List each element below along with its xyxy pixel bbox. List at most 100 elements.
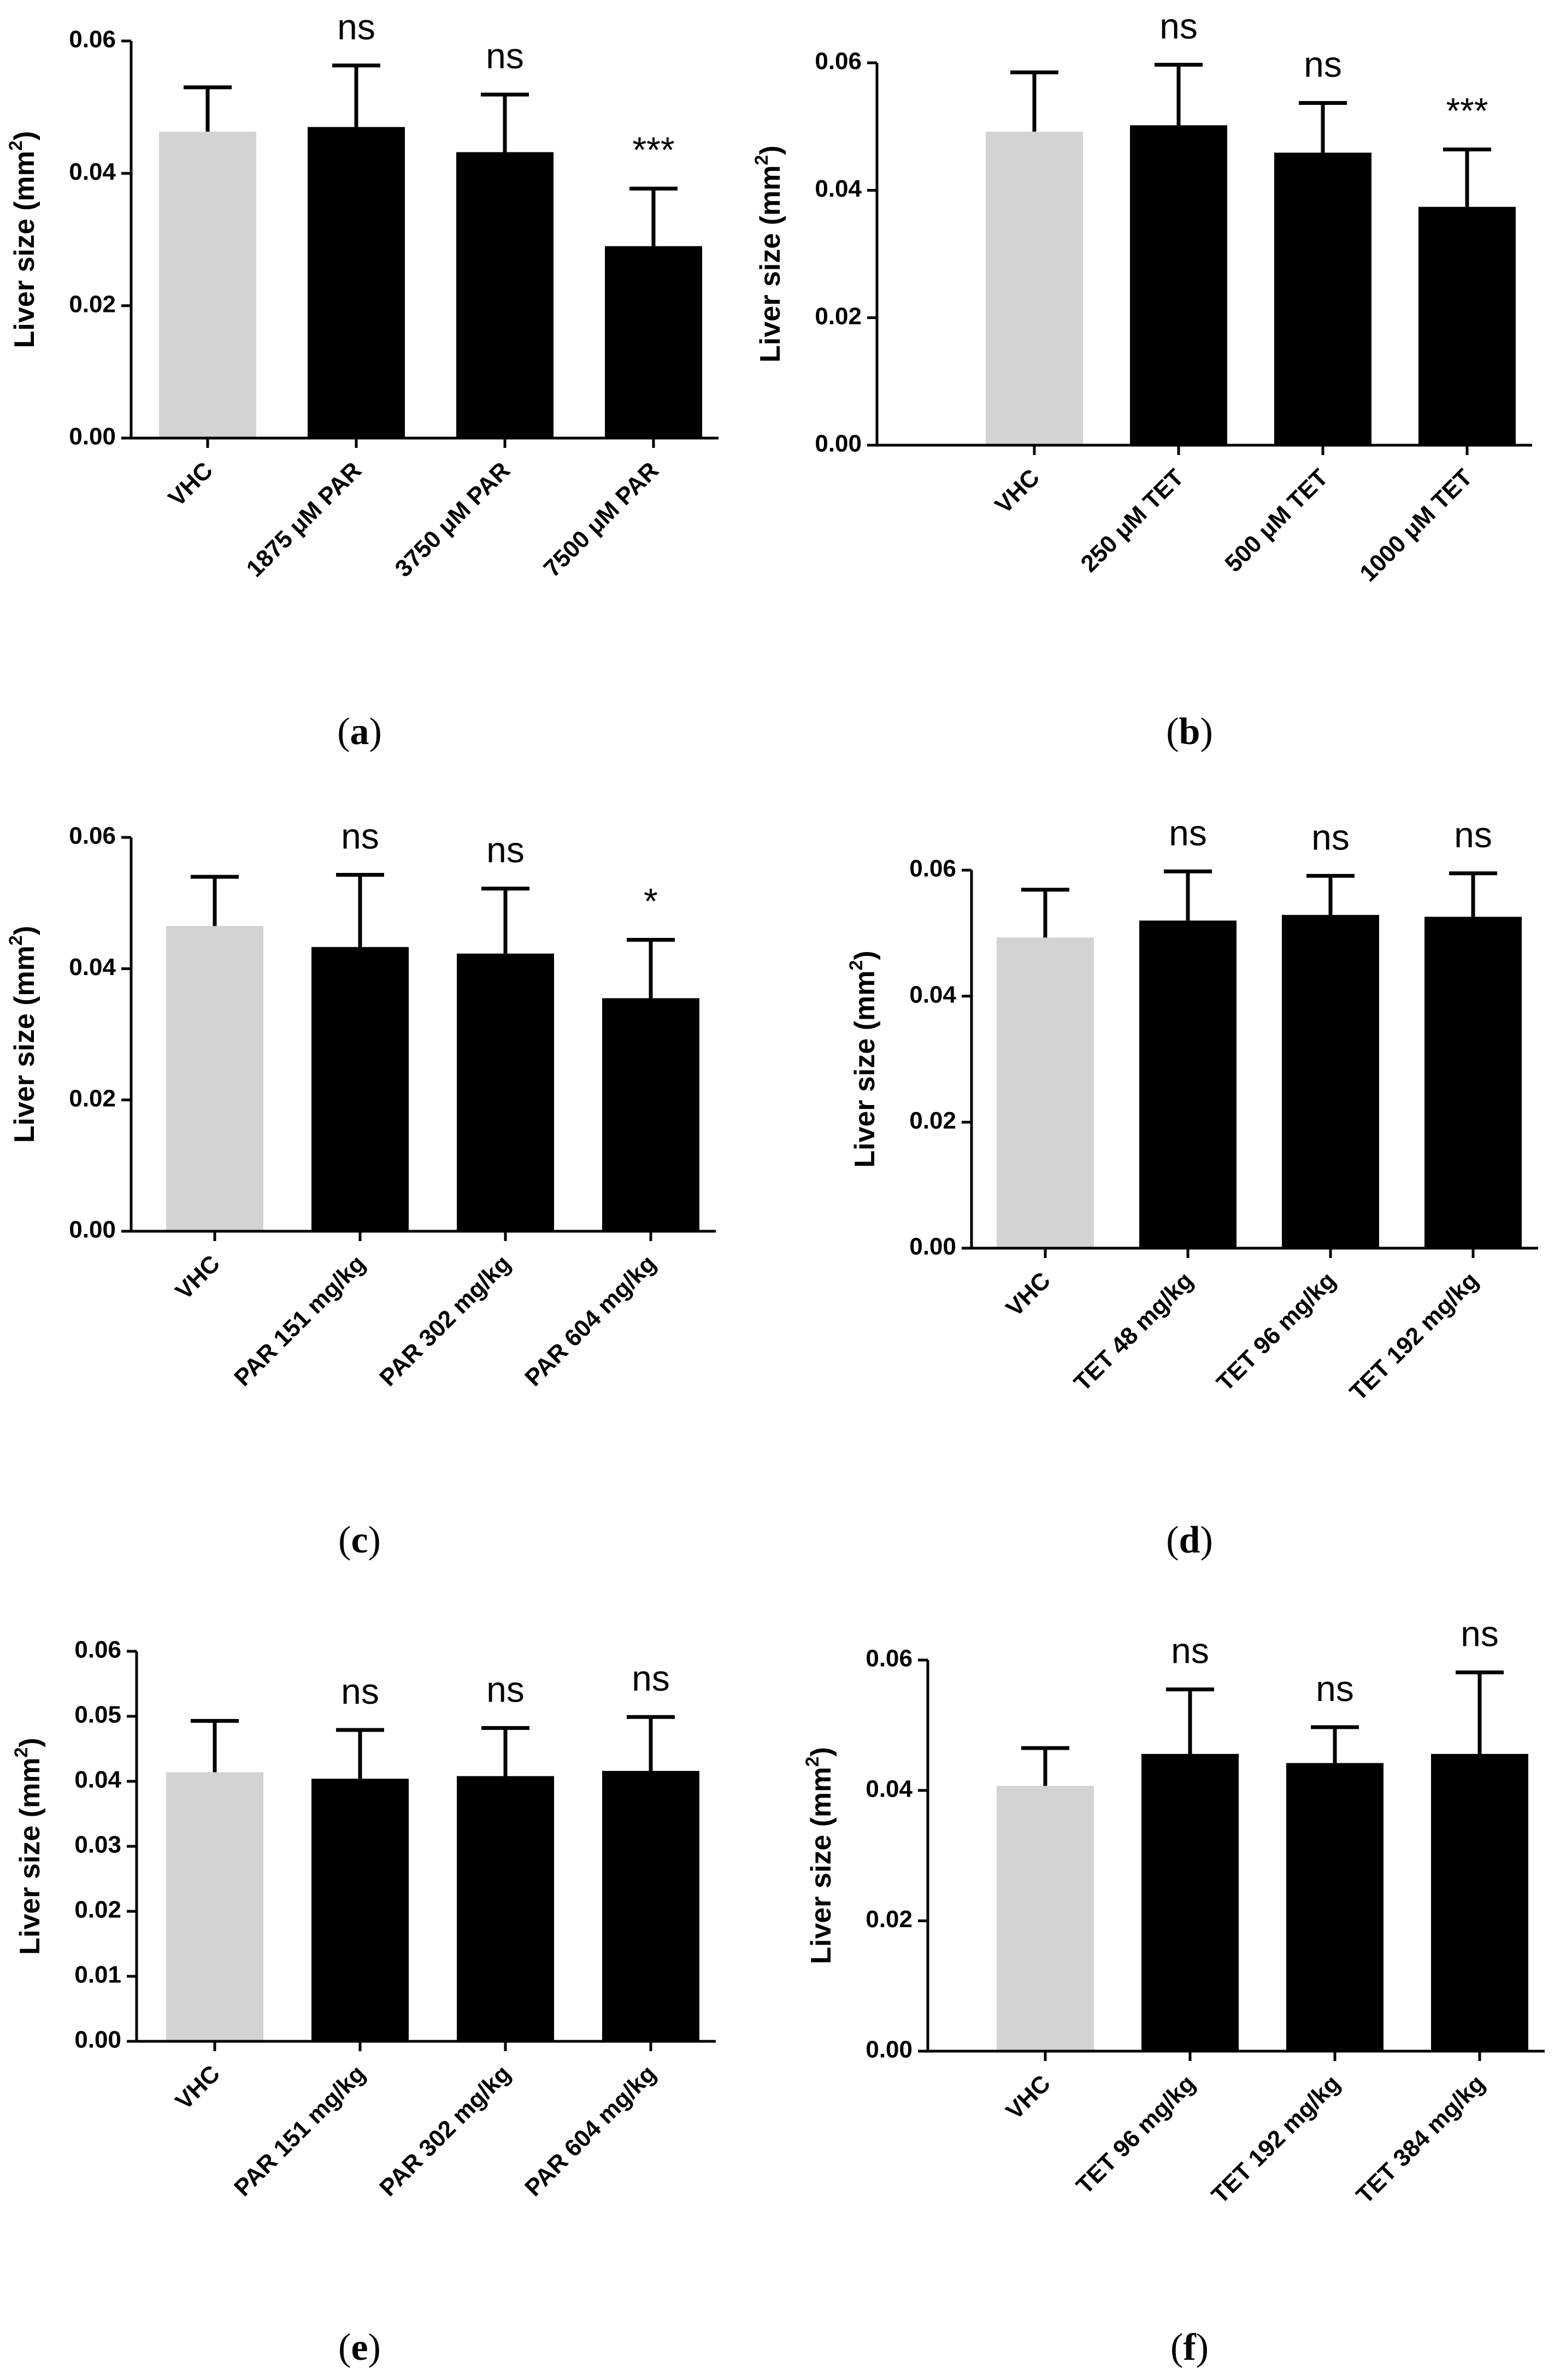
y-axis-title: Liver size (mm2) [802,1747,837,1964]
y-tick-label-1: 0.00 [815,430,862,457]
bar-1 [166,1772,263,2041]
category-label-1: VHC [1001,1267,1056,1321]
significance-label-3: ns [486,1669,525,1709]
bar-1 [166,926,263,1231]
category-label-3: TET 96 mg/kg [1211,1267,1341,1396]
y-tick-label-5: 0.04 [74,1767,121,1793]
category-label-2: TET 96 mg/kg [1071,2070,1200,2199]
y-tick-label-4: 0.06 [69,26,116,53]
significance-label-4: ns [632,1658,670,1698]
bar-2 [1130,125,1227,446]
category-label-2: PAR 151 mg/kg [229,1250,370,1391]
significance-label-4: ns [1461,1614,1499,1654]
y-tick-label-4: 0.06 [69,823,116,849]
bar-4 [1418,206,1516,445]
bar-1 [997,1786,1094,2051]
category-label-2: TET 48 mg/kg [1069,1267,1198,1396]
y-tick-label-2: 0.02 [69,291,116,317]
category-label-1: VHC [170,2060,225,2115]
category-label-2: 1875 μM PAR [242,457,367,582]
significance-label-3: ns [486,830,525,870]
bar-1 [986,132,1083,445]
category-label-4: PAR 604 mg/kg [520,1250,661,1391]
y-tick-label-6: 0.05 [74,1702,121,1728]
y-tick-label-4: 0.06 [909,855,956,882]
significance-label-2: ns [1159,6,1198,46]
chart-panel-c: VHC ns PAR 151 mg/kg ns PAR 302 mg/kg * PAR 60… [5,816,716,1561]
y-tick-label-1: 0.00 [74,2027,121,2053]
panel-label: (b) [1166,711,1213,753]
bar-4 [602,998,699,1231]
chart-panel-f: VHC ns TET 96 mg/kg ns TET 192 mg/kg ns TET 38… [802,1614,1545,2369]
category-label-1: VHC [990,464,1045,518]
bar-4 [1424,917,1522,1248]
y-tick-label-1: 0.00 [866,2036,912,2063]
bar-3 [456,152,554,438]
bar-2 [308,127,405,438]
bar-2 [311,1779,409,2041]
y-axis-title: Liver size (mm2) [751,145,786,363]
category-label-3: PAR 302 mg/kg [374,1250,516,1391]
bar-3 [457,1776,554,2041]
category-label-2: 250 μM TET [1076,464,1190,577]
y-tick-label-2: 0.02 [815,303,862,329]
category-label-1: VHC [170,1250,225,1304]
bar-3 [1286,1763,1384,2051]
y-tick-label-4: 0.06 [866,1645,912,1672]
bar-3 [1282,914,1379,1248]
category-label-2: PAR 151 mg/kg [229,2060,370,2201]
y-tick-label-3: 0.02 [74,1897,121,1923]
category-label-4: 7500 μM PAR [539,457,664,582]
significance-label-4: *** [1446,91,1488,131]
y-tick-label-4: 0.06 [815,48,862,75]
panel-label: (c) [338,1519,381,1561]
category-label-3: TET 192 mg/kg [1206,2070,1345,2208]
category-label-1: VHC [1001,2070,1056,2124]
y-axis-title: Liver size (mm2) [11,1738,46,1955]
chart-panel-a: VHC ns 1875 μM PAR ns 3750 μM PAR *** 7500 μM … [5,7,719,753]
y-tick-label-3: 0.04 [866,1775,912,1802]
bar-1 [159,131,256,438]
bar-1 [997,937,1094,1248]
bar-3 [1274,152,1371,445]
y-axis-title: Liver size (mm2) [5,131,40,349]
category-label-4: 1000 μM TET [1355,464,1477,587]
significance-label-2: ns [341,1671,379,1711]
significance-label-3: ns [486,36,524,76]
panel-label: (a) [337,711,382,753]
y-tick-label-1: 0.00 [69,1216,116,1243]
significance-label-3: ns [1311,817,1350,857]
y-tick-label-2: 0.02 [69,1085,116,1112]
y-tick-label-2: 0.01 [74,1962,121,1988]
y-tick-label-1: 0.00 [909,1233,956,1260]
y-tick-label-3: 0.04 [69,158,116,185]
category-label-3: 3750 μM PAR [390,457,515,582]
significance-label-4: ns [1454,814,1492,855]
panel-label: (d) [1166,1519,1213,1561]
bar-4 [1431,1753,1528,2051]
chart-panel-b: VHC ns 250 μM TET ns 500 μM TET *** 1000 μM TE… [751,6,1532,753]
significance-label-3: ns [1316,1668,1354,1709]
bar-2 [1139,920,1237,1248]
category-label-4: PAR 604 mg/kg [520,2060,661,2201]
y-axis-title: Liver size (mm2) [846,950,881,1168]
y-tick-label-2: 0.02 [909,1107,956,1134]
y-tick-label-7: 0.06 [74,1637,121,1663]
y-tick-label-1: 0.00 [69,423,116,450]
y-tick-label-4: 0.03 [74,1832,121,1858]
panel-label: (f) [1170,2326,1209,2369]
significance-label-4: * [644,881,658,921]
category-label-3: PAR 302 mg/kg [374,2060,516,2201]
significance-label-3: ns [1304,44,1342,85]
bar-4 [602,1770,699,2041]
y-axis-title: Liver size (mm2) [5,926,40,1143]
bar-4 [605,246,702,438]
category-label-1: VHC [163,457,218,511]
bar-2 [311,947,409,1231]
y-tick-label-3: 0.04 [69,954,116,981]
chart-panel-e: VHC ns PAR 151 mg/kg ns PAR 302 mg/kg ns PAR 6… [11,1637,716,2369]
category-label-4: TET 384 mg/kg [1351,2070,1490,2208]
category-label-3: 500 μM TET [1220,464,1334,577]
y-tick-label-3: 0.04 [909,981,956,1008]
